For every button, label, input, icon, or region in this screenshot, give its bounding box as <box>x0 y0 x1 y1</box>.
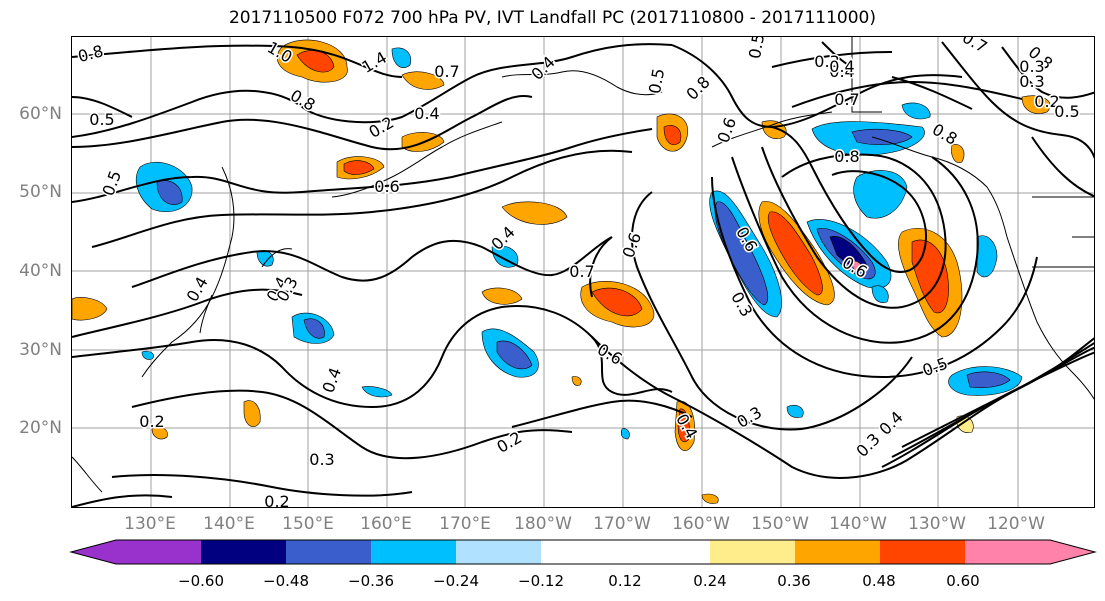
contour-label: 0.3 <box>1019 72 1044 91</box>
map-title: 2017110500 F072 700 hPa PV, IVT Landfall… <box>228 8 876 28</box>
colorbar-cell <box>71 540 201 564</box>
colorbar-tick: −0.48 <box>263 572 309 590</box>
contour-label: 0.5 <box>745 37 768 60</box>
contour-label: 0.5 <box>645 67 668 95</box>
colorbar-tick: −0.12 <box>518 572 564 590</box>
contour-label: 0.7 <box>959 37 991 57</box>
lat-label-50n: 50°N <box>19 182 62 202</box>
colorbar-tick: 0.36 <box>777 572 811 590</box>
lon-label-130w: 130°W <box>908 514 966 534</box>
pv-shading <box>72 39 1051 504</box>
colorbar <box>69 539 1097 565</box>
lat-label-60n: 60°N <box>19 104 62 124</box>
colorbar-cell <box>626 540 710 564</box>
contour-label: 0.6 <box>374 177 399 196</box>
contour-label: 0.7 <box>834 90 859 109</box>
contour-label: 0.8 <box>287 86 319 115</box>
colorbar-tick: 0.60 <box>946 572 980 590</box>
colorbar-cell <box>541 540 626 564</box>
contour-label: 0.2 <box>264 492 289 508</box>
contour-label: 0.8 <box>76 41 106 66</box>
colorbar-tick: 0.24 <box>693 572 727 590</box>
colorbar-cell <box>286 540 371 564</box>
contour-label: 0.5 <box>920 354 950 381</box>
lon-label-140w: 140°W <box>829 514 887 534</box>
lon-label-160e: 160°E <box>360 514 412 534</box>
colorbar-cell <box>965 540 1095 564</box>
contour-label: 0.4 <box>319 365 346 395</box>
contour-label: 0.4 <box>829 57 854 76</box>
lon-label-150e: 150°E <box>282 514 334 534</box>
contour-label: 0.5 <box>89 110 114 129</box>
colorbar-cell <box>201 540 286 564</box>
lat-label-40n: 40°N <box>19 261 62 281</box>
contour-label: 0.2 <box>1034 92 1059 111</box>
contour-label: 0.3 <box>309 450 334 469</box>
colorbar-tick: −0.60 <box>178 572 224 590</box>
lon-label-140e: 140°E <box>203 514 255 534</box>
contour-label: 1.4 <box>358 48 390 77</box>
lon-label-120w: 120°W <box>987 514 1045 534</box>
coastlines <box>72 37 1094 493</box>
contour-label: 0.7 <box>569 262 594 281</box>
colorbar-cell <box>710 540 795 564</box>
lon-label-130e: 130°E <box>124 514 176 534</box>
contour-label: 0.3 <box>852 429 883 460</box>
contour-lines <box>72 41 1094 507</box>
map-canvas: 0.8 1.0 1.4 0.7 0.4 0.5 0.80.50.30.4 0.80.50.80… <box>72 37 1094 508</box>
colorbar-cell <box>371 540 456 564</box>
colorbar-tick: 0.12 <box>608 572 642 590</box>
contour-label: 0.8 <box>682 72 713 103</box>
colorbar-cell <box>795 540 880 564</box>
contour-label: 0.5 <box>99 168 126 198</box>
contour-label: 0.2 <box>139 412 164 431</box>
lon-label-150w: 150°W <box>751 514 809 534</box>
lon-label-170w: 170°W <box>593 514 651 534</box>
contour-label: 0.5 <box>1054 102 1079 121</box>
map-panel: 0.8 1.0 1.4 0.7 0.4 0.5 0.8 0.5 0.3 0.4 0.8 0.5 0.8 0… <box>71 36 1095 508</box>
colorbar-cell <box>456 540 541 564</box>
lat-label-20n: 20°N <box>19 418 62 438</box>
colorbar-tick: −0.36 <box>348 572 394 590</box>
contour-label: 0.3 <box>814 52 839 71</box>
colorbar-tick: 0.48 <box>862 572 896 590</box>
contour-label: 0.3 <box>733 403 765 432</box>
lon-label-180w: 180°W <box>514 514 572 534</box>
contour-label: 0.8 <box>834 147 859 166</box>
contour-label: 0.4 <box>527 52 558 83</box>
lon-label-170e: 170°E <box>439 514 491 534</box>
contour-label: 0.7 <box>434 62 459 81</box>
contour-label: 0.4 <box>829 62 854 81</box>
colorbar-cell <box>880 540 965 564</box>
lon-label-160w: 160°W <box>672 514 730 534</box>
contour-label: 0.4 <box>414 104 439 123</box>
colorbar-tick: −0.24 <box>433 572 479 590</box>
contour-label: 0.4 <box>875 407 906 438</box>
lat-label-30n: 30°N <box>19 340 62 360</box>
contour-label: 0.6 <box>714 115 741 145</box>
contour-label: 0.3 <box>1019 57 1044 76</box>
contour-label: 0.2 <box>365 113 397 142</box>
